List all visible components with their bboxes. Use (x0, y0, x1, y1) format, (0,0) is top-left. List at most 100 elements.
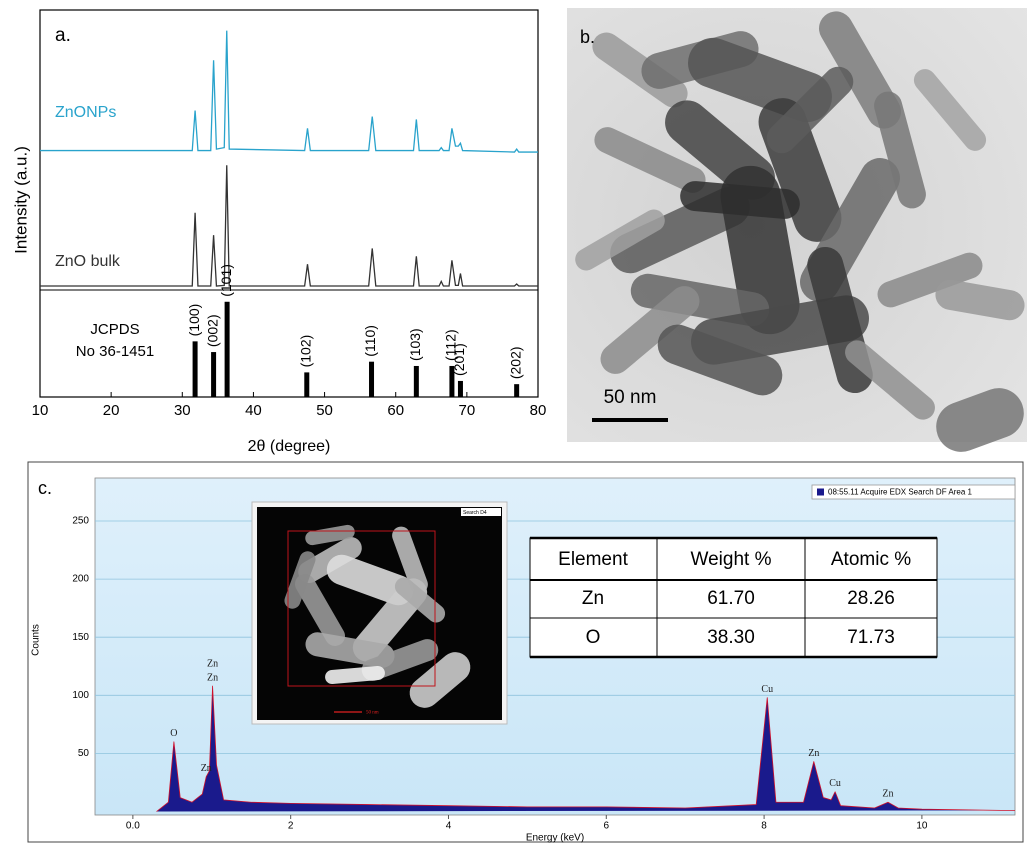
reference-label: (002) (204, 314, 220, 347)
tem-particle (575, 209, 665, 271)
plot-frame (39, 9, 539, 398)
table-cell: 28.26 (847, 588, 895, 609)
reference-label: (112) (443, 329, 459, 361)
reference-stick (192, 341, 198, 397)
reference-stick (224, 301, 230, 397)
selection-box (287, 530, 436, 687)
x-tick-label: 80 (530, 402, 547, 419)
reference-stick (211, 352, 217, 397)
series-label: ZnONPs (55, 104, 116, 121)
tem-particle (630, 273, 770, 327)
inset-particle (305, 524, 355, 546)
inset-scale-label: 50 nm (366, 711, 379, 716)
xrd-line (40, 30, 538, 153)
y-tick-label: 50 (78, 748, 90, 759)
inset-particle (392, 526, 428, 594)
reference-name: JCPDS (90, 321, 139, 338)
inset-particle (394, 577, 446, 623)
x-tick-label: 4 (446, 821, 452, 832)
table-cell: O (586, 627, 601, 648)
peak-label: Zn (808, 748, 819, 759)
x-tick-label: 60 (387, 402, 404, 419)
panel-label: a. (55, 25, 71, 46)
inset-tag: Search D4 (463, 510, 487, 516)
peak-label: Zn (207, 658, 218, 669)
x-tick-label: 6 (604, 821, 610, 832)
tem-particle (766, 66, 854, 154)
reference-label: (202) (507, 346, 523, 379)
y-tick-label: 100 (72, 690, 89, 701)
inset-particle (284, 551, 316, 609)
tem-particle (936, 388, 1024, 452)
spectrum (156, 685, 1015, 812)
inset-particle (326, 554, 414, 606)
legend-swatch (817, 488, 824, 496)
x-tick-label: 20 (103, 402, 120, 419)
peak-label: Cu (829, 778, 841, 789)
inset-particles (284, 524, 471, 708)
reference-stick (457, 380, 463, 397)
tem-particle (592, 32, 688, 108)
tem-particles (575, 11, 1025, 452)
table-cell: 38.30 (707, 627, 755, 648)
inset-tag-box (461, 508, 501, 516)
panel-label: b. (580, 27, 595, 47)
table-cell: 61.70 (707, 588, 755, 609)
tem-particle (680, 181, 800, 219)
x-tick-label: 10 (32, 402, 49, 419)
inset-particle (298, 537, 362, 583)
y-tick-label: 250 (72, 516, 89, 527)
reference-name: No 36-1451 (76, 343, 154, 360)
x-tick-label: 2 (288, 821, 294, 832)
reference-label: (102) (297, 335, 313, 368)
series-label: ZnO bulk (55, 253, 121, 270)
table-text: Element Weight % Atomic % Zn 61.70 28.26 O 38.3… (558, 549, 911, 648)
scale-bar-label: 50 nm (604, 387, 657, 408)
panel-label: c. (38, 478, 52, 498)
x-tick-label: 70 (459, 402, 476, 419)
reference-label: (103) (407, 328, 423, 361)
y-axis-label: Intensity (a.u.) (11, 146, 30, 254)
inset-particle (325, 665, 385, 685)
xrd-line (40, 165, 538, 287)
reference-label: (110) (362, 325, 378, 357)
reference-stick (369, 361, 375, 397)
tem-particle (657, 324, 783, 396)
table-header: Weight % (691, 549, 772, 570)
tem-particle (594, 127, 706, 193)
legend-label: 08:55.11 Acquire EDX Search DF Area 1 (828, 488, 972, 497)
reference-stick (514, 384, 520, 397)
table-frame (529, 537, 938, 658)
table-cell: Zn (582, 588, 604, 609)
x-axis-label: Energy (keV) (526, 833, 584, 844)
reference-label: (201) (451, 343, 467, 376)
table-header: Atomic % (831, 549, 911, 570)
tem-particle (874, 91, 926, 209)
y-axis-label: Counts (31, 624, 42, 656)
y-tick-label: 150 (72, 632, 89, 643)
peak-label: Zn (882, 789, 893, 800)
reference-stick (413, 365, 419, 397)
x-tick-label: 30 (174, 402, 191, 419)
x-tick-label: 8 (761, 821, 767, 832)
reference-stick (304, 372, 310, 397)
tem-particle (935, 279, 1025, 321)
tem-particle (913, 69, 987, 151)
peak-label: Zn (207, 672, 218, 683)
tem-particle (600, 286, 700, 374)
reference-label: (100) (186, 304, 202, 337)
x-tick-label: 10 (916, 821, 928, 832)
tem-particle (877, 252, 983, 308)
table-header: Element (558, 549, 628, 570)
legend (811, 484, 1016, 500)
inset-particle (295, 574, 345, 646)
reference-label: (101) (218, 264, 234, 297)
reference-stick (449, 365, 455, 397)
peak-label: Zn (201, 763, 212, 774)
x-tick-label: 0.0 (126, 821, 140, 832)
table-cell: 71.73 (847, 627, 895, 648)
table (529, 536, 938, 659)
y-tick-label: 200 (72, 574, 89, 585)
tem-particle (688, 37, 832, 123)
